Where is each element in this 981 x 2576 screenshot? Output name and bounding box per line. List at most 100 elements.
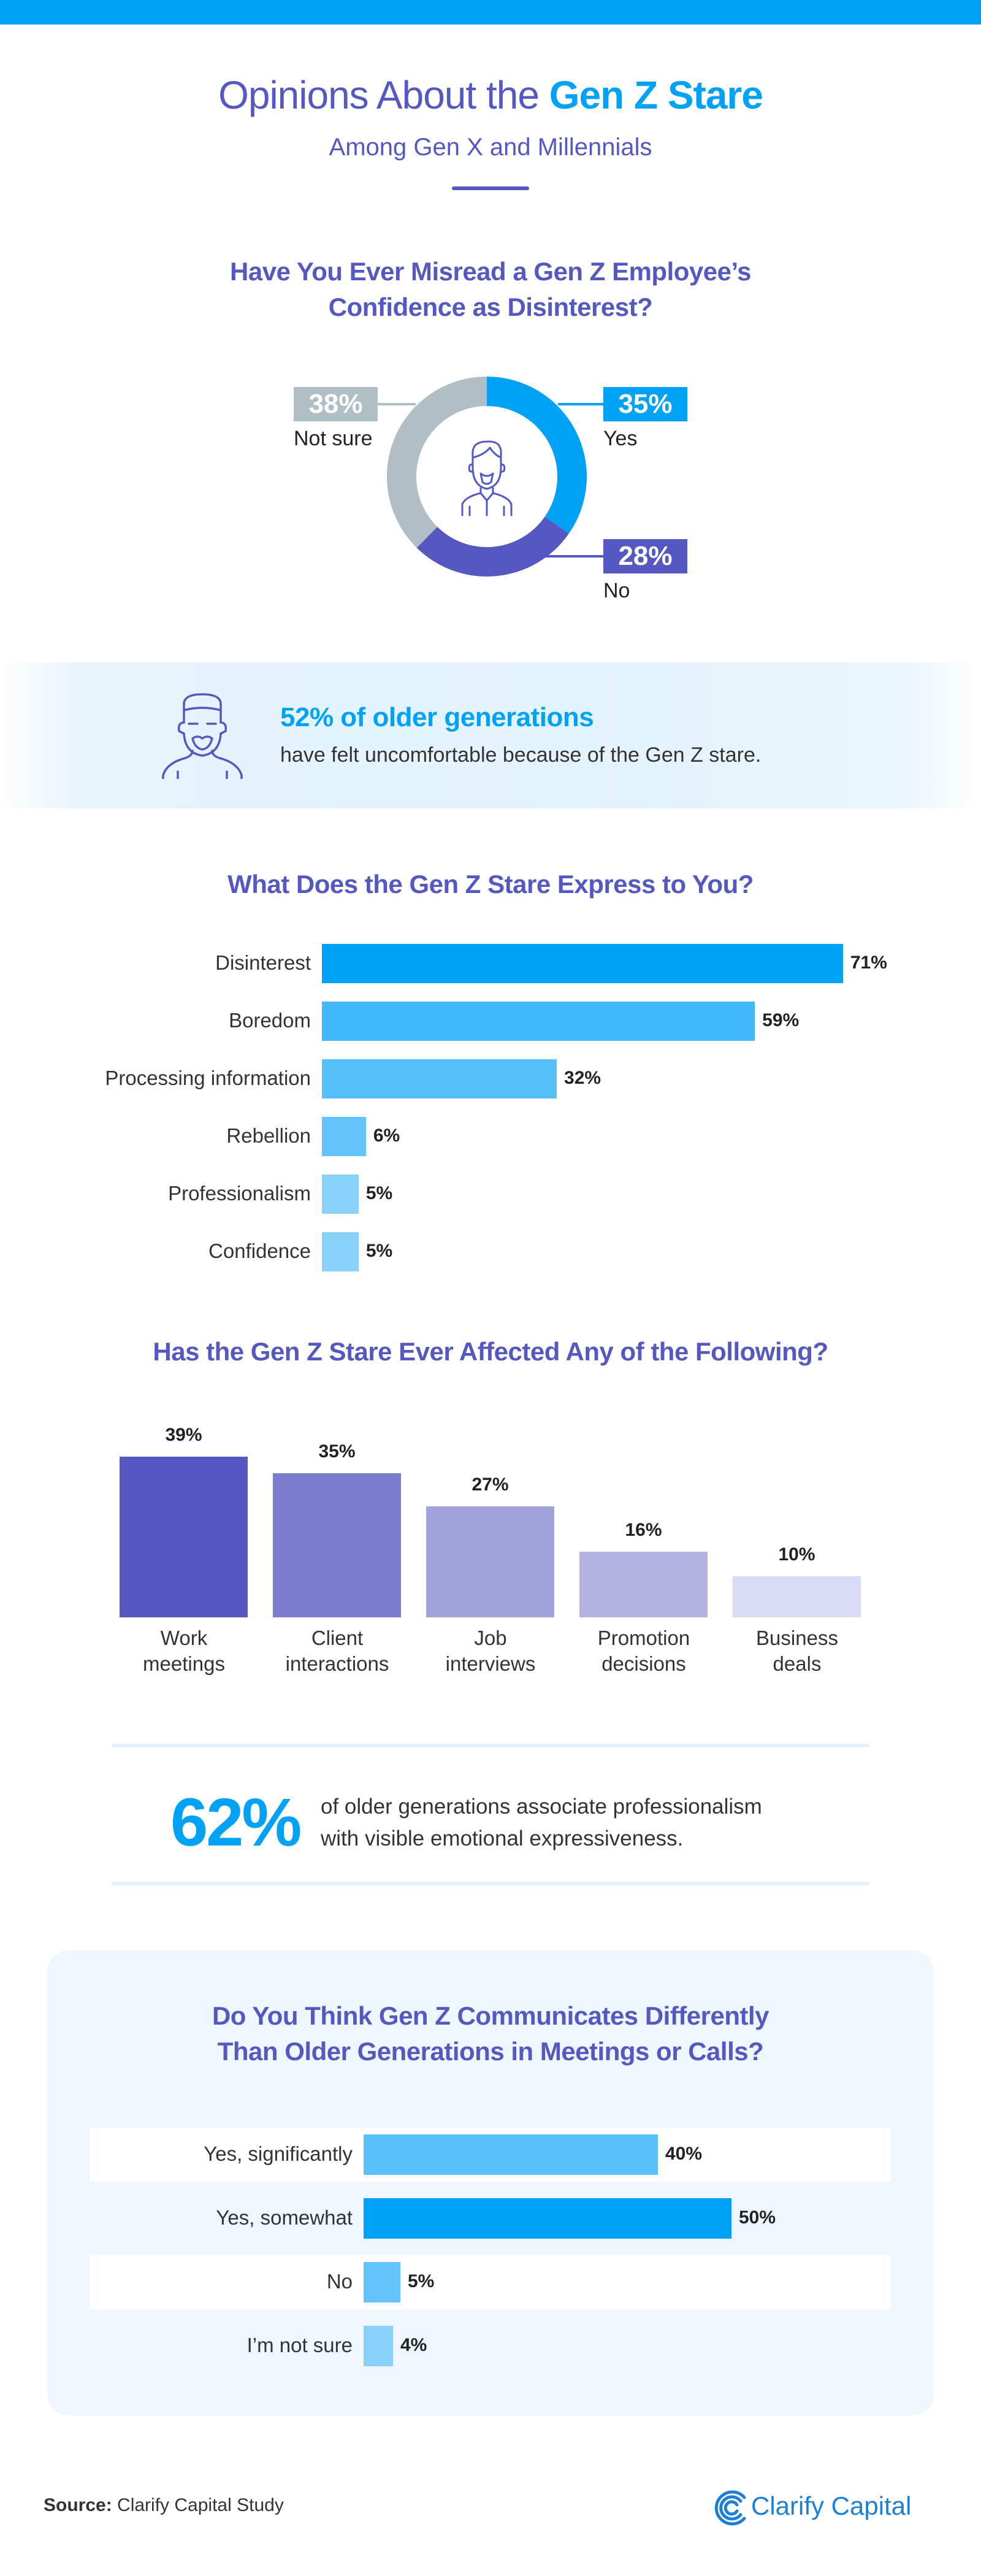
bar-label: Yes, somewhat [216,2206,353,2229]
bar-value-label: 71% [850,953,887,973]
page-title: Opinions About the Gen Z Stare [0,72,981,118]
bar-value-label: 40% [665,2144,703,2164]
yes-connector [558,403,603,405]
no-label: No [603,579,630,602]
bar-value-label: 27% [471,1474,509,1495]
bar [322,1232,359,1271]
stat-2-bottom-divider [112,1882,869,1885]
source-label: Source: [44,2495,112,2515]
stat-1-highlight: 52% of older generations [280,702,594,732]
bar-value-label: 6% [373,1125,400,1146]
bar-category-label: Business deals [720,1625,874,1677]
donut-slice-no [416,516,569,577]
bar-category-label: Promotion decisions [567,1625,720,1677]
bar [322,1117,366,1156]
affected-chart-title: Has the Gen Z Stare Ever Affected Any of… [153,1337,828,1366]
bar-label: I’m not sure [246,2334,353,2356]
bar-category-label-line: deals [773,1652,822,1675]
bar-label: Processing information [105,1067,311,1089]
bar [322,1175,359,1214]
source-note: Source: Clarify Capital Study [44,2495,284,2516]
donut-slice-yes [487,377,587,534]
bar [364,2262,400,2302]
bar-value-label: 5% [408,2271,435,2291]
bar [733,1576,861,1617]
stat-2-top-divider [112,1744,869,1747]
bar-label: Boredom [229,1009,311,1032]
communication-chart-title: Do You Think Gen Z Communicates Differen… [0,1998,981,2069]
bar [426,1506,554,1617]
donut-chart-title: Have You Ever Misread a Gen Z Employee’s… [0,254,981,325]
bar-category-label: Client interactions [261,1625,414,1677]
bar-value-label: 39% [165,1425,202,1445]
not-sure-label: Not sure [294,427,373,450]
bar [322,1059,557,1098]
stat-1-text: have felt uncomfortable because of the G… [280,743,762,767]
donut-title-line-2: Confidence as Disinterest? [328,293,653,321]
not-sure-connector [378,403,416,405]
express-chart-title: What Does the Gen Z Stare Express to You… [227,870,754,899]
bar-label: Disinterest [215,951,311,974]
yes-value-label: 35% [603,387,687,421]
donut-chart [387,377,587,577]
bar-label: Professionalism [168,1182,311,1205]
stat-2-line-2: with visible emotional expressiveness. [321,1827,684,1850]
bar-value-label: 5% [365,1241,393,1261]
top-accent-bar [0,0,981,25]
bar-value-label: 50% [739,2207,776,2228]
bar-label: Yes, significantly [204,2142,353,2165]
no-connector [546,555,603,558]
bar-value-label: 16% [625,1519,662,1540]
bar-category-label-line: Work [160,1627,208,1649]
bar-category-label-line: meetings [143,1652,225,1675]
bar-category-label: Job interviews [414,1625,567,1677]
bar-category-label-line: decisions [601,1652,686,1675]
not-sure-value-label: 38% [294,387,378,421]
bar-value-label: 32% [564,1068,601,1088]
donut-title-line-1: Have You Ever Misread a Gen Z Employee’s [230,257,751,286]
bar-category-label-line: Job [474,1627,507,1649]
bearded-man-icon [162,693,243,779]
bar-label: No [326,2270,353,2293]
title-prefix: Opinions About the [218,73,540,117]
bar [364,2326,393,2366]
row-stripe [90,2255,891,2309]
bar-category-label-line: Client [311,1627,364,1649]
stat-callout-banner [0,662,981,808]
bar-value-label: 35% [318,1441,356,1462]
clarify-capital-logo-icon [715,2490,746,2526]
bar-label: Confidence [208,1240,311,1262]
bar [322,1002,755,1041]
bar-category-label-line: Business [756,1627,838,1649]
title-divider [452,186,529,190]
bar-value-label: 4% [400,2335,427,2355]
page-subtitle: Among Gen X and Millennials [329,134,652,161]
bar-category-label-line: Promotion [597,1627,690,1649]
bar [364,2198,731,2239]
bar-category-label-line: interactions [285,1652,389,1675]
bar-value-label: 5% [365,1183,393,1203]
brand-name: Clarify Capital [751,2491,912,2520]
stat-2-number: 62% [170,1785,302,1860]
communication-title-line-1: Do You Think Gen Z Communicates Differen… [212,2001,769,2030]
bar-category-label: Work meetings [107,1625,261,1677]
title-highlight: Gen Z Stare [549,73,763,117]
communication-title-line-2: Than Older Generations in Meetings or Ca… [217,2037,764,2066]
bar-label: Rebellion [226,1124,311,1147]
communication-card [47,1950,934,2415]
bar-value-label: 59% [762,1010,800,1030]
bar [120,1457,248,1617]
bar [579,1551,708,1617]
bar [322,944,843,983]
bar [364,2134,658,2175]
source-text: Clarify Capital Study [117,2495,284,2515]
bar-value-label: 10% [778,1544,815,1565]
no-value-label: 28% [603,539,687,573]
yes-label: Yes [603,427,638,450]
stat-2-line-1: of older generations associate professio… [321,1795,762,1819]
bar-category-label-line: interviews [445,1652,536,1675]
bar [273,1473,401,1617]
donut-slice-not-sure [387,377,487,548]
young-man-icon [461,440,513,516]
stat-2-text: of older generations associate professio… [321,1791,762,1855]
